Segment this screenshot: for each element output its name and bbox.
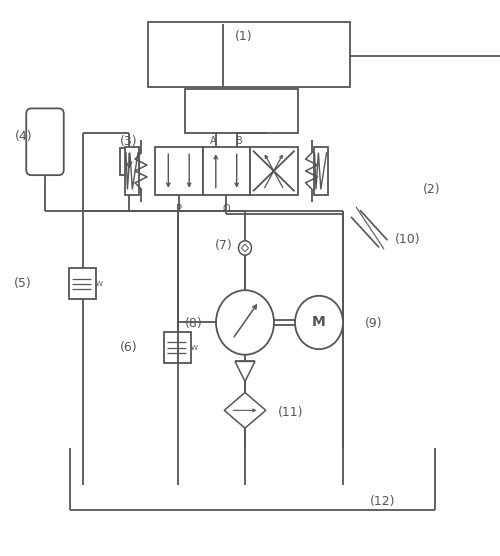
Bar [314, 147, 328, 195]
Circle shape [238, 241, 252, 255]
Text: (3): (3) [120, 135, 138, 148]
Text: (5): (5) [14, 277, 32, 290]
Bar [250, 147, 298, 195]
Bar [155, 147, 202, 195]
Text: (4): (4) [15, 130, 32, 143]
Text: (1): (1) [235, 29, 252, 43]
Bar [120, 148, 139, 175]
Polygon shape [242, 244, 248, 252]
Text: (7): (7) [215, 239, 233, 252]
Polygon shape [224, 393, 266, 428]
Text: A: A [210, 136, 216, 146]
Bar [185, 89, 298, 133]
Text: W: W [96, 281, 103, 286]
Text: (11): (11) [278, 406, 303, 419]
Text: M: M [312, 315, 326, 330]
Bar [202, 147, 250, 195]
Polygon shape [235, 361, 255, 381]
Text: O: O [222, 203, 230, 214]
Text: (6): (6) [120, 341, 138, 354]
Text: (8): (8) [185, 317, 203, 330]
FancyBboxPatch shape [26, 108, 64, 175]
Text: (9): (9) [365, 317, 382, 330]
Circle shape [216, 290, 274, 355]
Text: W: W [191, 345, 198, 350]
Text: (2): (2) [422, 182, 440, 196]
Text: B: B [236, 136, 243, 146]
Bar [69, 269, 96, 299]
Text: (12): (12) [370, 495, 396, 508]
Text: P: P [176, 203, 182, 214]
Bar [164, 332, 191, 363]
Text: (10): (10) [395, 232, 420, 246]
Bar [125, 147, 139, 195]
Bar [148, 22, 350, 87]
Circle shape [295, 296, 343, 349]
